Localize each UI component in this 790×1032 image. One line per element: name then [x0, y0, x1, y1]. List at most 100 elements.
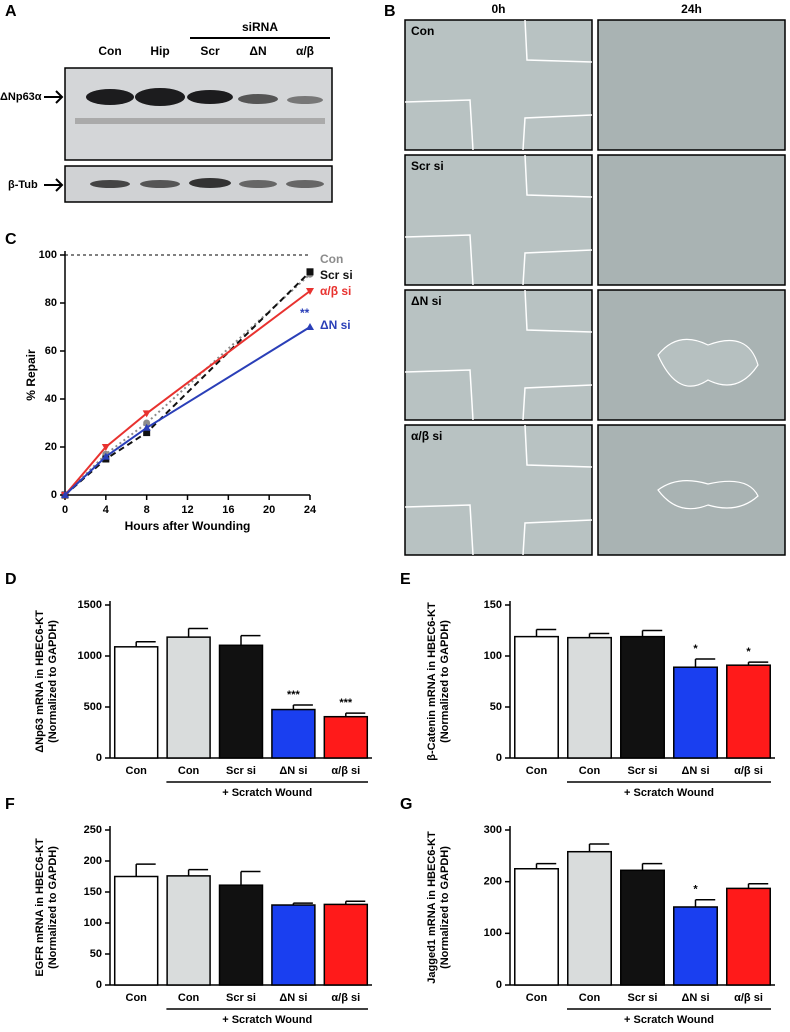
y-tick-label: 1000 [78, 650, 102, 662]
band [135, 88, 185, 106]
y-axis-label: ΔNp63 mRNA in HBEC6-KT [34, 610, 46, 753]
series-line [64, 326, 311, 496]
wound-edge [524, 424, 593, 468]
y-tick-label: 0 [96, 752, 102, 764]
x-tick-label: Scr si [628, 765, 658, 777]
legend-label: ΔN si [320, 318, 351, 332]
arrow [44, 90, 64, 104]
wound-edge [524, 289, 593, 333]
panel-letter: B [384, 3, 396, 20]
wound-edge [524, 19, 593, 63]
bar [514, 868, 559, 986]
band [287, 96, 323, 104]
x-tick-label: Con [579, 992, 601, 1004]
bar [323, 903, 369, 986]
y-tick-label: 200 [84, 855, 102, 867]
x-tick-label: Scr si [628, 992, 658, 1004]
y-tick-label: 150 [484, 599, 502, 611]
band [90, 180, 130, 188]
row-label: ΔN si [411, 294, 442, 308]
y-tick-label: 100 [39, 249, 57, 261]
x-axis-label: Hours after Wounding [125, 519, 251, 533]
point [101, 444, 110, 451]
group-label: siRNA [242, 20, 278, 34]
y-axis-label: Jagged1 mRNA in HBEC6-KT [426, 831, 438, 984]
y-axis-label: (Normalized to GAPDH) [47, 846, 59, 969]
wound-edge [522, 384, 593, 421]
lane-label: Hip [150, 44, 169, 58]
wound-edge [524, 154, 593, 198]
point [306, 323, 314, 330]
x-tick-label: ΔN si [681, 992, 709, 1004]
time-label: 24h [681, 2, 702, 16]
lane-label: ΔN [249, 44, 266, 58]
bar [218, 644, 264, 759]
series-line [64, 290, 311, 496]
x-tick-label: Scr si [226, 765, 256, 777]
x-tick-label: α/β si [331, 992, 360, 1004]
band [189, 178, 231, 188]
y-tick-label: 100 [84, 917, 102, 929]
x-tick-label: α/β si [331, 765, 360, 777]
x-tick-label: 24 [304, 504, 317, 516]
y-tick-label: 0 [496, 752, 502, 764]
row-label: Scr si [411, 159, 444, 173]
x-tick-label: ΔN si [279, 765, 307, 777]
row-label: α/β si [411, 429, 442, 443]
bar [218, 884, 264, 986]
wound-edge [657, 338, 759, 387]
point [142, 423, 151, 431]
bar [620, 869, 665, 986]
wound-edge [404, 99, 474, 151]
y-axis-label: (Normalized to GAPDH) [439, 620, 451, 743]
wound-edge [522, 519, 593, 556]
bar [726, 887, 771, 986]
x-tick-label: 4 [103, 504, 110, 516]
micrograph [597, 19, 786, 151]
blot-bands [75, 88, 325, 188]
x-tick-label: Con [126, 992, 148, 1004]
point [143, 419, 151, 427]
y-axis-label: (Normalized to GAPDH) [47, 620, 59, 743]
lane-label: Scr [200, 44, 220, 58]
wound-edge [404, 369, 474, 421]
x-tick-label: α/β si [734, 765, 763, 777]
wound-edge [522, 249, 593, 286]
panel-letter: G [400, 796, 412, 813]
band [238, 94, 278, 104]
significance: * [693, 643, 698, 655]
bar [113, 646, 159, 759]
wound-edge [404, 234, 474, 286]
blot-membrane [64, 67, 333, 161]
y-tick-label: 40 [45, 393, 57, 405]
y-tick-label: 0 [496, 979, 502, 991]
y-axis-label: (Normalized to GAPDH) [439, 846, 451, 969]
point [61, 491, 69, 498]
bar [166, 875, 211, 986]
panel-letter: C [5, 231, 17, 248]
bar [673, 906, 718, 986]
y-tick-label: 0 [96, 979, 102, 991]
y-tick-label: 200 [484, 876, 502, 888]
wound-edge [522, 114, 593, 151]
x-tick-label: Con [526, 992, 548, 1004]
bar [514, 635, 559, 759]
blot-label: ΔNp63α [0, 91, 42, 103]
y-axis-label: % Repair [24, 349, 38, 401]
legend-label: Con [320, 252, 343, 266]
x-tick-label: 8 [144, 504, 150, 516]
x-tick-label: Scr si [226, 992, 256, 1004]
y-axis-label: EGFR mRNA in HBEC6-KT [34, 838, 46, 977]
bar [271, 904, 316, 986]
y-tick-label: 20 [45, 441, 57, 453]
bar [567, 636, 612, 759]
micrograph [597, 154, 786, 286]
micrograph [597, 424, 786, 556]
x-tick-label: 16 [222, 504, 234, 516]
micrograph [404, 154, 593, 286]
significance: *** [287, 689, 301, 701]
bar [726, 664, 771, 759]
panel-letter: D [5, 571, 17, 588]
panel-letter: A [5, 3, 17, 20]
